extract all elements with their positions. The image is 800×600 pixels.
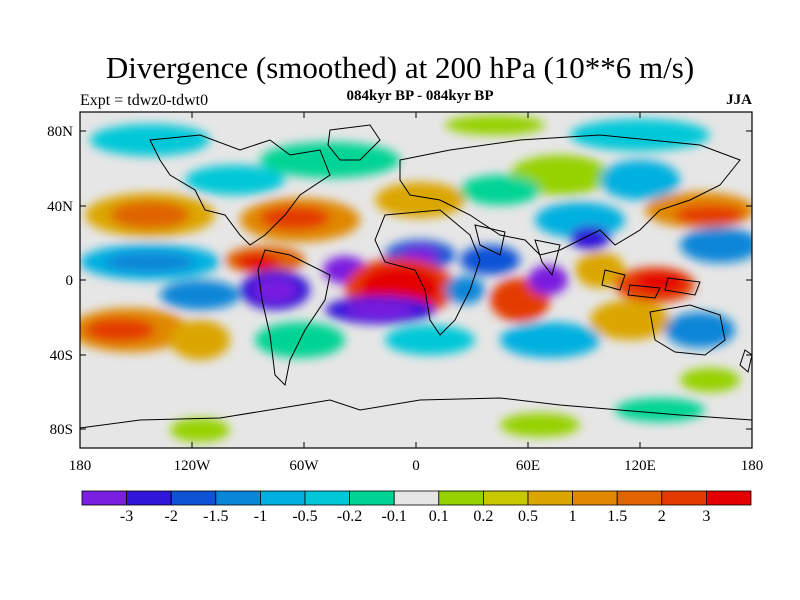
season-label: JJA [726,92,752,108]
colorbar-swatch [304,490,350,506]
lat-label-40s: 40S [50,348,73,364]
lat-label-0: 0 [66,273,74,289]
experiment-label: Expt = tdwz0-tdwt0 [80,92,209,109]
colorbar-label: 0.1 [429,508,449,525]
lat-label-80n: 80N [47,124,73,140]
colorbar-swatch [349,490,395,506]
colorbar-label: 1 [569,508,577,525]
colorbar-label: 0.2 [473,508,493,525]
colorbar-label: -0.5 [292,508,317,525]
colorbar-label: -1.5 [203,508,228,525]
colorbar-swatch [215,490,261,506]
colorbar-swatch [170,490,217,506]
lat-label-40n: 40N [47,199,73,215]
latitude-axis: 80N 40N 0 40S 80S [47,124,752,438]
colorbar-swatch [393,490,440,506]
lon-label-60e: 60E [516,458,540,474]
coastlines [80,124,752,429]
lat-label-80s: 80S [50,422,73,438]
colorbar-swatch [661,490,707,506]
period-label: 084kyr BP - 084kyr BP [346,88,494,104]
colorbar-label: 3 [702,508,710,525]
lon-label-180e: 180 [741,458,764,474]
lon-label-120w: 120W [174,458,212,474]
lon-label-0: 0 [412,458,420,474]
divergence-field [80,112,752,448]
colorbar-label: 0.5 [518,508,538,525]
colorbar-label: 1.5 [607,508,627,525]
lon-label-120e: 120E [624,458,656,474]
lon-label-180w: 180 [69,458,92,474]
colorbar-swatch [616,490,663,506]
colorbar-swatch [482,490,529,506]
colorbar-swatch [438,490,484,506]
colorbar-label: -0.2 [337,508,362,525]
longitude-axis: 180 120W 60W 0 60E 120E 180 [69,112,764,474]
colorbar-swatch [259,490,306,506]
colorbar-swatch [527,490,573,506]
colorbar: -3 -2 -1.5 -1 -0.5 -0.2 -0.1 0.1 0.2 0.5 1 1.5 2 3 [81,490,752,525]
colorbar-label: -3 [120,508,133,525]
map-title: Divergence (smoothed) at 200 hPa (10**6 … [105,50,695,85]
colorbar-label: -2 [165,508,178,525]
colorbar-swatch [572,490,618,506]
colorbar-swatch [81,490,127,506]
colorbar-label: -1 [254,508,267,525]
colorbar-label: 2 [658,508,666,525]
colorbar-swatch [706,490,752,506]
colorbar-label: -0.1 [382,508,407,525]
colorbar-swatch [126,490,172,506]
lon-label-60w: 60W [289,458,319,474]
